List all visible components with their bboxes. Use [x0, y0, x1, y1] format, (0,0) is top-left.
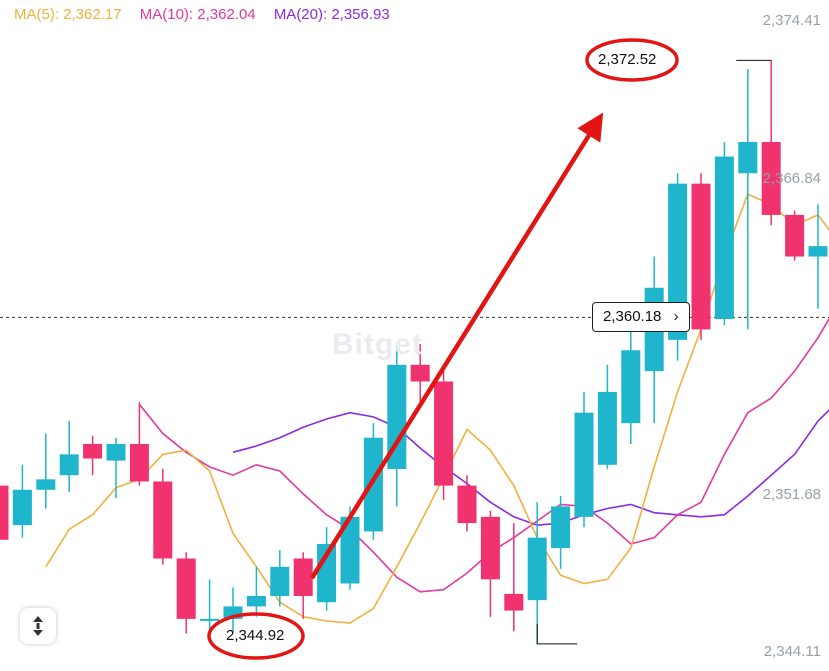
candle-body: [761, 141, 781, 215]
candle-body: [668, 183, 688, 340]
candle-body: [0, 485, 9, 540]
candle-body: [200, 618, 220, 621]
candle-body: [457, 485, 477, 524]
candle-body: [270, 566, 290, 596]
candle-body: [574, 412, 594, 517]
candle-body: [83, 443, 103, 459]
candle-body: [176, 558, 196, 619]
candle-body: [551, 506, 571, 549]
candle-body: [129, 443, 149, 482]
expand-vertical-icon: [33, 616, 43, 636]
watermark-logo: Bitget: [332, 328, 423, 361]
y-tick-label: 2,374.41: [762, 12, 821, 29]
candle-body: [59, 454, 79, 476]
high-price-label: 2,372.52: [598, 51, 657, 68]
candle-body: [36, 479, 56, 490]
candle-body: [153, 481, 173, 559]
candle-body: [246, 595, 266, 607]
legend-ma5: MA(5): 2,362.17: [14, 6, 122, 23]
candle-body: [434, 381, 454, 486]
candle-body: [808, 246, 828, 257]
expand-vertical-button[interactable]: [20, 608, 56, 644]
candle-body: [410, 364, 430, 382]
y-tick-label: 2,344.11: [763, 643, 821, 660]
candle-body: [293, 558, 313, 596]
candle-body: [691, 183, 711, 330]
candle-body: [340, 516, 360, 584]
y-tick-label: 2,366.84: [762, 170, 821, 187]
ma20-line: [232, 409, 829, 527]
ma-legend: MA(5): 2,362.17 MA(10): 2,362.04 MA(20):…: [14, 6, 404, 23]
low-annotation-circle: [207, 612, 305, 660]
candle-body: [504, 593, 524, 611]
candle-body: [106, 443, 126, 461]
trend-arrow: [310, 112, 604, 580]
legend-ma10: MA(10): 2,362.04: [139, 6, 256, 23]
current-price-tag[interactable]: 2,360.18 ›: [592, 302, 690, 332]
candle-body: [12, 489, 32, 526]
candle-body: [363, 437, 383, 532]
candle-body: [785, 214, 805, 257]
low-leader-line: [536, 623, 578, 645]
legend-ma20: MA(20): 2,356.93: [273, 6, 390, 23]
candle-body: [527, 537, 547, 601]
candle-body: [387, 364, 407, 469]
ma10-line: [138, 317, 829, 593]
low-price-label: 2,344.92: [226, 627, 285, 644]
candle-body: [621, 350, 641, 424]
high-annotation-circle: [585, 38, 679, 82]
candle-body: [480, 516, 500, 580]
y-tick-label: 2,351.68: [762, 486, 821, 503]
candle-body: [738, 141, 758, 174]
candle-body: [597, 391, 617, 465]
candle-body: [714, 156, 734, 320]
current-price-value: 2,360.18: [603, 308, 662, 325]
chevron-right-icon: ›: [673, 308, 679, 325]
